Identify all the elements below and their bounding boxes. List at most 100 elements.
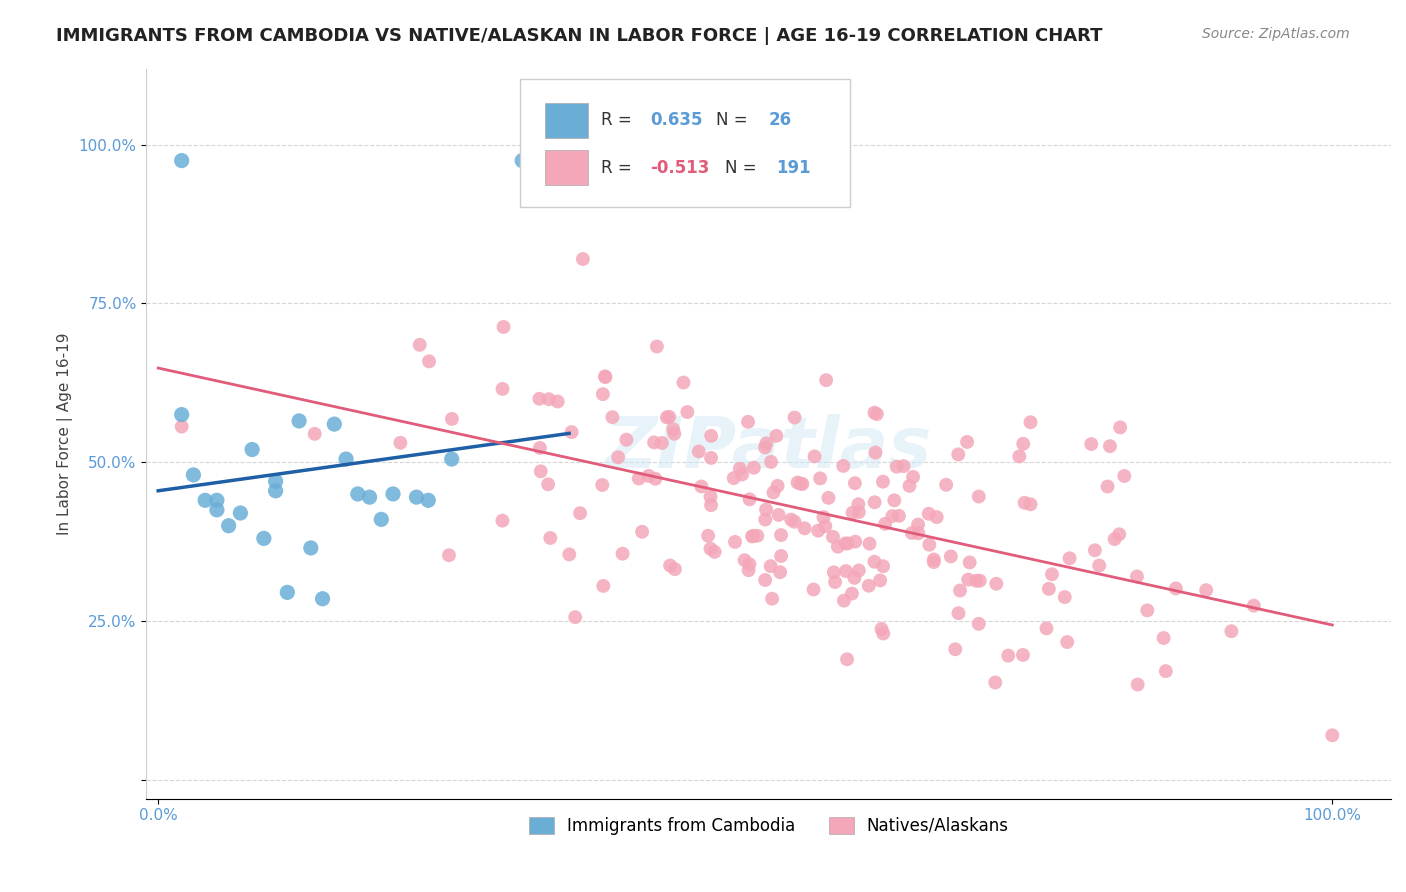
Point (858, 536, 880, 550)
Point (592, 579, 614, 593)
Y-axis label: In Labor Force | Age 16-19: In Labor Force | Age 16-19 (58, 333, 73, 535)
Point (662, 422, 685, 436)
Text: IMMIGRANTS FROM CAMBODIA VS NATIVE/ALASKAN IN LABOR FORCE | AGE 16-19 CORRELATIO: IMMIGRANTS FROM CAMBODIA VS NATIVE/ALASK… (56, 27, 1102, 45)
Point (869, 574, 891, 588)
Point (783, 515, 806, 529)
Point (948, 606, 970, 620)
Point (405, 490, 427, 504)
Point (595, 370, 617, 384)
Point (770, 549, 793, 563)
Point (491, 382, 513, 396)
Point (789, 476, 811, 491)
Point (530, 464, 553, 478)
Point (823, 566, 845, 580)
Point (276, 585, 298, 599)
Point (813, 510, 835, 524)
Text: 191: 191 (776, 159, 811, 177)
Point (592, 387, 614, 401)
Point (832, 593, 855, 607)
FancyBboxPatch shape (544, 151, 588, 186)
Point (807, 524, 830, 538)
Point (1019, 415, 1042, 429)
Point (1019, 497, 1042, 511)
Point (754, 573, 776, 587)
Point (866, 407, 889, 421)
Point (389, 435, 412, 450)
Point (863, 406, 886, 420)
Point (700, 498, 723, 512)
Point (872, 559, 894, 574)
Point (870, 622, 893, 636)
Point (841, 586, 863, 600)
Point (1104, 532, 1126, 546)
Point (754, 441, 776, 455)
Point (780, 513, 803, 527)
Text: R =: R = (600, 159, 637, 177)
Point (918, 538, 941, 552)
Point (602, 410, 624, 425)
Point (761, 591, 783, 606)
Point (762, 485, 785, 500)
Point (883, 493, 905, 508)
Point (907, 517, 929, 532)
Point (832, 458, 855, 473)
Point (529, 392, 551, 406)
Point (561, 425, 583, 439)
Point (676, 405, 699, 419)
Point (658, 409, 681, 424)
Point (755, 436, 778, 450)
Point (918, 507, 941, 521)
Point (205, 503, 228, 517)
Point (697, 529, 720, 543)
Point (886, 459, 908, 474)
Point (612, 547, 634, 561)
Point (754, 512, 776, 526)
Point (887, 508, 910, 523)
Point (1109, 420, 1132, 434)
Point (1114, 469, 1136, 483)
Point (304, 426, 326, 441)
Point (747, 529, 769, 543)
Point (699, 541, 721, 556)
Point (755, 502, 778, 516)
Point (769, 565, 792, 579)
Point (323, 417, 346, 431)
Point (253, 532, 276, 546)
Point (700, 429, 723, 443)
Point (925, 510, 948, 524)
Point (841, 506, 863, 520)
Point (651, 436, 673, 450)
Point (1154, 664, 1177, 678)
Point (893, 459, 915, 474)
Point (1035, 621, 1057, 635)
Point (723, 471, 745, 485)
Point (943, 642, 966, 657)
Point (655, 410, 678, 425)
Point (644, 472, 666, 486)
Point (724, 535, 747, 549)
Point (183, 467, 205, 482)
Point (593, 369, 616, 384)
Point (194, 493, 217, 508)
Point (786, 475, 808, 490)
Point (1056, 635, 1078, 649)
Point (616, 433, 638, 447)
Point (827, 540, 849, 554)
Point (1080, 437, 1102, 451)
Point (898, 479, 921, 493)
Point (1243, 599, 1265, 613)
Point (510, 153, 533, 168)
Point (882, 509, 904, 524)
FancyBboxPatch shape (520, 79, 849, 207)
Point (170, 408, 193, 422)
Point (359, 490, 381, 504)
Point (569, 506, 592, 520)
Point (948, 447, 970, 461)
Point (1088, 558, 1111, 573)
Point (737, 563, 759, 577)
Point (872, 475, 894, 489)
Point (863, 495, 886, 509)
Point (170, 419, 193, 434)
Point (418, 354, 440, 368)
Point (808, 471, 831, 485)
